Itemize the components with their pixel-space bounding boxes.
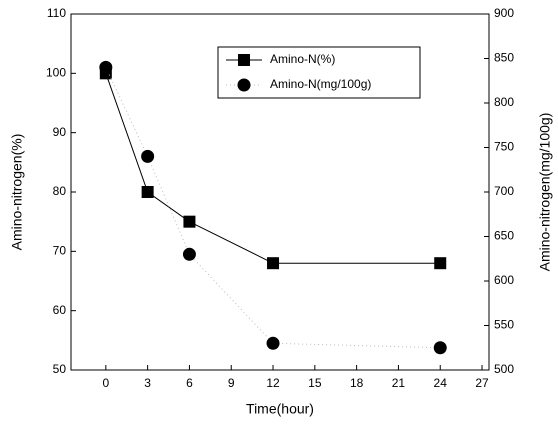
y2-tick-label: 700 <box>494 184 514 198</box>
x-tick-label: 6 <box>186 376 193 390</box>
series-line <box>105 67 441 349</box>
x-tick-label: 15 <box>308 376 322 390</box>
y2-tick-label: 750 <box>494 140 514 154</box>
legend-marker <box>237 78 251 92</box>
y-tick-label: 90 <box>53 125 67 139</box>
legend-label: Amino-N(mg/100g) <box>270 77 371 91</box>
y-tick-label: 70 <box>53 244 67 258</box>
y2-tick-label: 900 <box>494 6 514 20</box>
x-axis-label: Time(hour) <box>246 401 314 417</box>
legend-box <box>217 46 421 99</box>
marker <box>434 257 447 270</box>
x-tick-label: 12 <box>266 376 280 390</box>
x-tick-label: 3 <box>144 376 151 390</box>
marker <box>267 257 280 270</box>
series-line <box>105 73 441 264</box>
y2-tick-label: 650 <box>494 229 514 243</box>
x-tick-label: 18 <box>350 376 364 390</box>
marker <box>99 60 113 74</box>
x-tick-label: 27 <box>475 376 489 390</box>
x-tick-label: 9 <box>228 376 235 390</box>
y2-tick-label: 850 <box>494 51 514 65</box>
x-tick-label: 21 <box>392 376 406 390</box>
x-tick-label: 24 <box>434 376 448 390</box>
marker <box>433 341 447 355</box>
y2-axis-label: Amino-nitrogen(mg/100g) <box>537 113 553 272</box>
marker <box>183 215 196 228</box>
y-tick-label: 50 <box>53 362 67 376</box>
marker <box>266 336 280 350</box>
y-axis-label: Amino-nitrogen(%) <box>9 134 25 251</box>
y2-tick-label: 500 <box>494 362 514 376</box>
legend-marker <box>238 54 250 66</box>
y2-tick-label: 600 <box>494 273 514 287</box>
y-tick-label: 60 <box>53 303 67 317</box>
y2-tick-label: 800 <box>494 95 514 109</box>
y-tick-label: 100 <box>46 66 66 80</box>
x-tick-label: 0 <box>102 376 109 390</box>
y-tick-label: 80 <box>53 184 67 198</box>
legend-label: Amino-N(%) <box>270 52 335 66</box>
marker <box>141 149 155 163</box>
marker <box>182 247 196 261</box>
y2-tick-label: 550 <box>494 318 514 332</box>
marker <box>141 186 154 198</box>
y-tick-label: 110 <box>47 6 66 20</box>
